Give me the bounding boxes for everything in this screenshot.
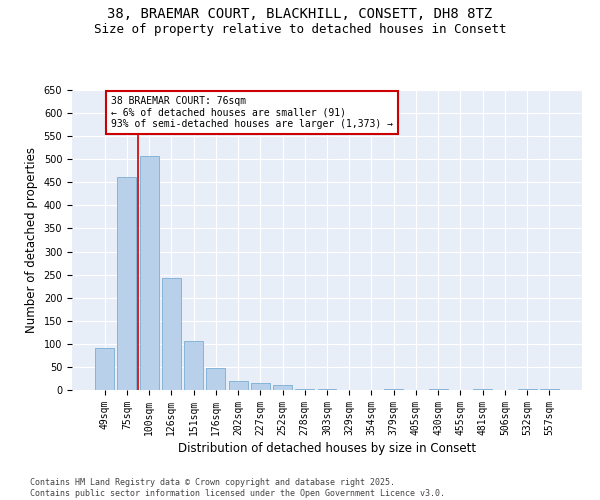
Bar: [162, 278, 181, 390]
Bar: [473, 388, 492, 390]
Bar: [518, 388, 536, 390]
X-axis label: Distribution of detached houses by size in Consett: Distribution of detached houses by size …: [178, 442, 476, 455]
Bar: [317, 388, 337, 390]
Bar: [229, 381, 248, 390]
Bar: [140, 156, 158, 390]
Bar: [184, 341, 203, 390]
Bar: [384, 388, 403, 390]
Bar: [295, 388, 314, 390]
Bar: [273, 386, 292, 390]
Bar: [95, 348, 114, 390]
Text: Contains HM Land Registry data © Crown copyright and database right 2025.
Contai: Contains HM Land Registry data © Crown c…: [30, 478, 445, 498]
Y-axis label: Number of detached properties: Number of detached properties: [25, 147, 38, 333]
Text: 38 BRAEMAR COURT: 76sqm
← 6% of detached houses are smaller (91)
93% of semi-det: 38 BRAEMAR COURT: 76sqm ← 6% of detached…: [112, 96, 394, 128]
Bar: [540, 388, 559, 390]
Bar: [429, 388, 448, 390]
Bar: [118, 177, 136, 390]
Text: 38, BRAEMAR COURT, BLACKHILL, CONSETT, DH8 8TZ: 38, BRAEMAR COURT, BLACKHILL, CONSETT, D…: [107, 8, 493, 22]
Text: Size of property relative to detached houses in Consett: Size of property relative to detached ho…: [94, 22, 506, 36]
Bar: [206, 368, 225, 390]
Bar: [251, 382, 270, 390]
